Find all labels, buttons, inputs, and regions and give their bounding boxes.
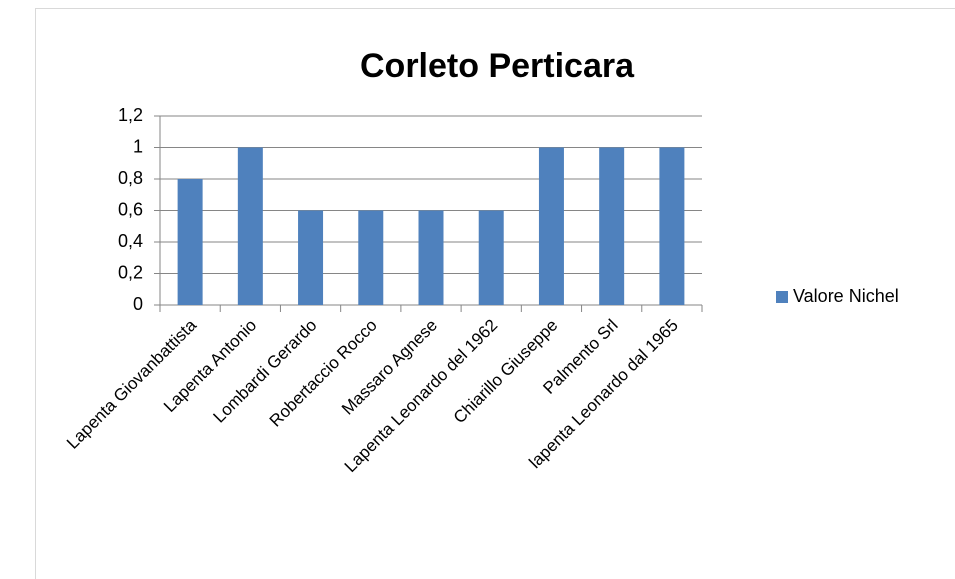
legend-label: Valore Nichel <box>793 286 899 306</box>
y-tick-label: 0 <box>133 294 143 314</box>
bar <box>177 179 203 305</box>
bar <box>418 210 444 305</box>
bar <box>237 147 263 305</box>
y-tick-label: 0,2 <box>118 262 143 282</box>
legend-swatch <box>776 291 788 303</box>
bar <box>538 147 564 305</box>
y-tick-label: 1 <box>133 136 143 156</box>
y-tick-label: 1,2 <box>118 105 143 125</box>
bar <box>298 210 324 305</box>
bar <box>599 147 625 305</box>
bar <box>478 210 504 305</box>
bar <box>358 210 384 305</box>
bar <box>659 147 685 305</box>
chart-title: Corleto Perticara <box>360 47 635 85</box>
y-tick-label: 0,4 <box>118 231 143 251</box>
y-tick-label: 0,8 <box>118 168 143 188</box>
y-tick-label: 0,6 <box>118 199 143 219</box>
